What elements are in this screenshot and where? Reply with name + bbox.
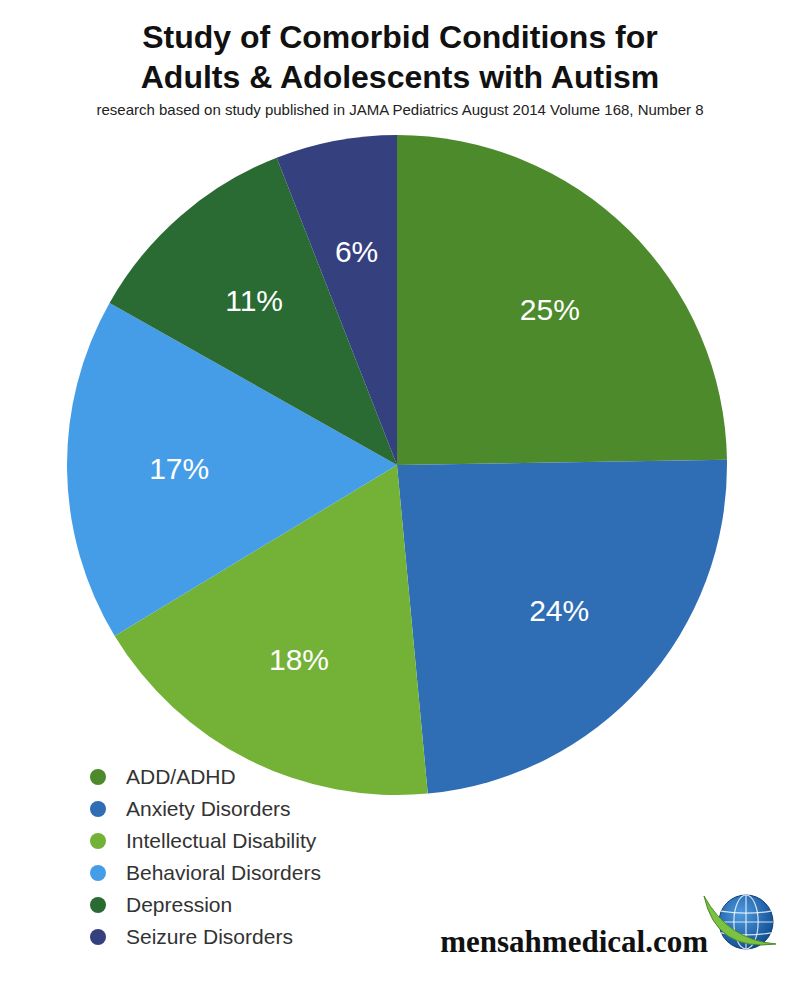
legend-swatch [90, 897, 106, 913]
logo [704, 895, 776, 949]
subtitle: research based on study published in JAM… [96, 101, 703, 118]
legend-label: Intellectual Disability [126, 829, 317, 852]
legend-item: Behavioral Disorders [90, 861, 321, 884]
legend-label: Behavioral Disorders [126, 861, 321, 884]
title-line: Adults & Adolescents with Autism [141, 59, 660, 95]
title-line: Study of Comorbid Conditions for [142, 19, 657, 55]
legend-swatch [90, 865, 106, 881]
data-label: 6% [335, 235, 378, 268]
legend-label: ADD/ADHD [126, 765, 236, 788]
legend-swatch [90, 801, 106, 817]
legend-swatch [90, 833, 106, 849]
legend-label: Seizure Disorders [126, 925, 293, 948]
legend-swatch [90, 929, 106, 945]
legend-item: Depression [90, 893, 232, 916]
pie-slice [277, 135, 397, 465]
data-label: 18% [269, 643, 329, 676]
background [0, 0, 800, 993]
legend-item: ADD/ADHD [90, 765, 236, 788]
logo-grid [721, 911, 771, 913]
legend-label: Anxiety Disorders [126, 797, 291, 820]
legend-item: Seizure Disorders [90, 925, 293, 948]
chart: Study of Comorbid Conditions for Adults &… [0, 0, 800, 993]
title: Study of Comorbid Conditions for Adults &… [141, 19, 660, 95]
logo-swoosh [704, 896, 776, 945]
logo-grid [719, 921, 773, 922]
pie-slice [397, 460, 727, 794]
data-label: 11% [225, 284, 283, 317]
legend-swatch [90, 769, 106, 785]
data-labels: 25% 24% 18% 17% 11% 6% [149, 235, 589, 677]
legend: ADD/ADHD Anxiety Disorders Intellectual Di… [90, 765, 321, 948]
slices [67, 135, 727, 795]
data-label: 17% [149, 452, 209, 485]
legend-item: Anxiety Disorders [90, 797, 291, 820]
legend-label: Depression [126, 893, 232, 916]
legend-item: Intellectual Disability [90, 829, 317, 852]
data-label: 24% [529, 594, 589, 627]
data-label: 25% [520, 293, 580, 326]
annotation: mensahmedical.com [440, 924, 708, 959]
pie-slice [397, 135, 727, 465]
